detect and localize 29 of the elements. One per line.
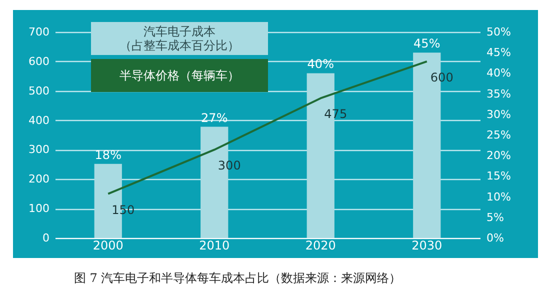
y-tick-label: 0 (42, 232, 50, 244)
y2-tick-label: 50% (486, 26, 511, 38)
data-label: 150 (112, 202, 135, 217)
y2-tick-label: 45% (486, 46, 511, 60)
y2-tick-label: 15% (486, 170, 511, 183)
y2-tick-label: 25% (486, 128, 511, 142)
y2-tick-label: 0% (486, 232, 504, 244)
data-label: 18% (94, 148, 122, 162)
y2-tick-label: 35% (486, 87, 511, 100)
x-tick-label: 2000 (92, 238, 124, 252)
x-tick-label: 2030 (412, 238, 442, 252)
y-tick-label: 300 (28, 143, 50, 156)
y2-tick-label: 10% (486, 190, 511, 204)
y2-tick-label: 40% (486, 66, 511, 80)
caption: 图 7 汽车电子和半导体每车成本占比（数据来源：来源网络） (74, 271, 402, 285)
y-tick-label: 600 (28, 54, 50, 68)
y-tick-label: 400 (28, 114, 50, 127)
x-tick-label: 2020 (305, 238, 336, 252)
y2-tick-label: 30% (486, 108, 511, 121)
y-tick-label: 200 (28, 172, 50, 186)
y2-tick-label: 5% (486, 210, 504, 224)
y-tick-label: 500 (28, 84, 50, 98)
text: 汽车电子成本（占整车成本百分比） (120, 24, 240, 52)
data-label: 45% (414, 36, 440, 51)
y2-tick-label: 20% (486, 149, 511, 162)
text: 半导体价格（每辆车） (120, 68, 240, 82)
y-tick-label: 700 (28, 26, 50, 38)
x-tick-label: 2010 (199, 238, 230, 252)
y-tick-label: 100 (28, 202, 50, 216)
